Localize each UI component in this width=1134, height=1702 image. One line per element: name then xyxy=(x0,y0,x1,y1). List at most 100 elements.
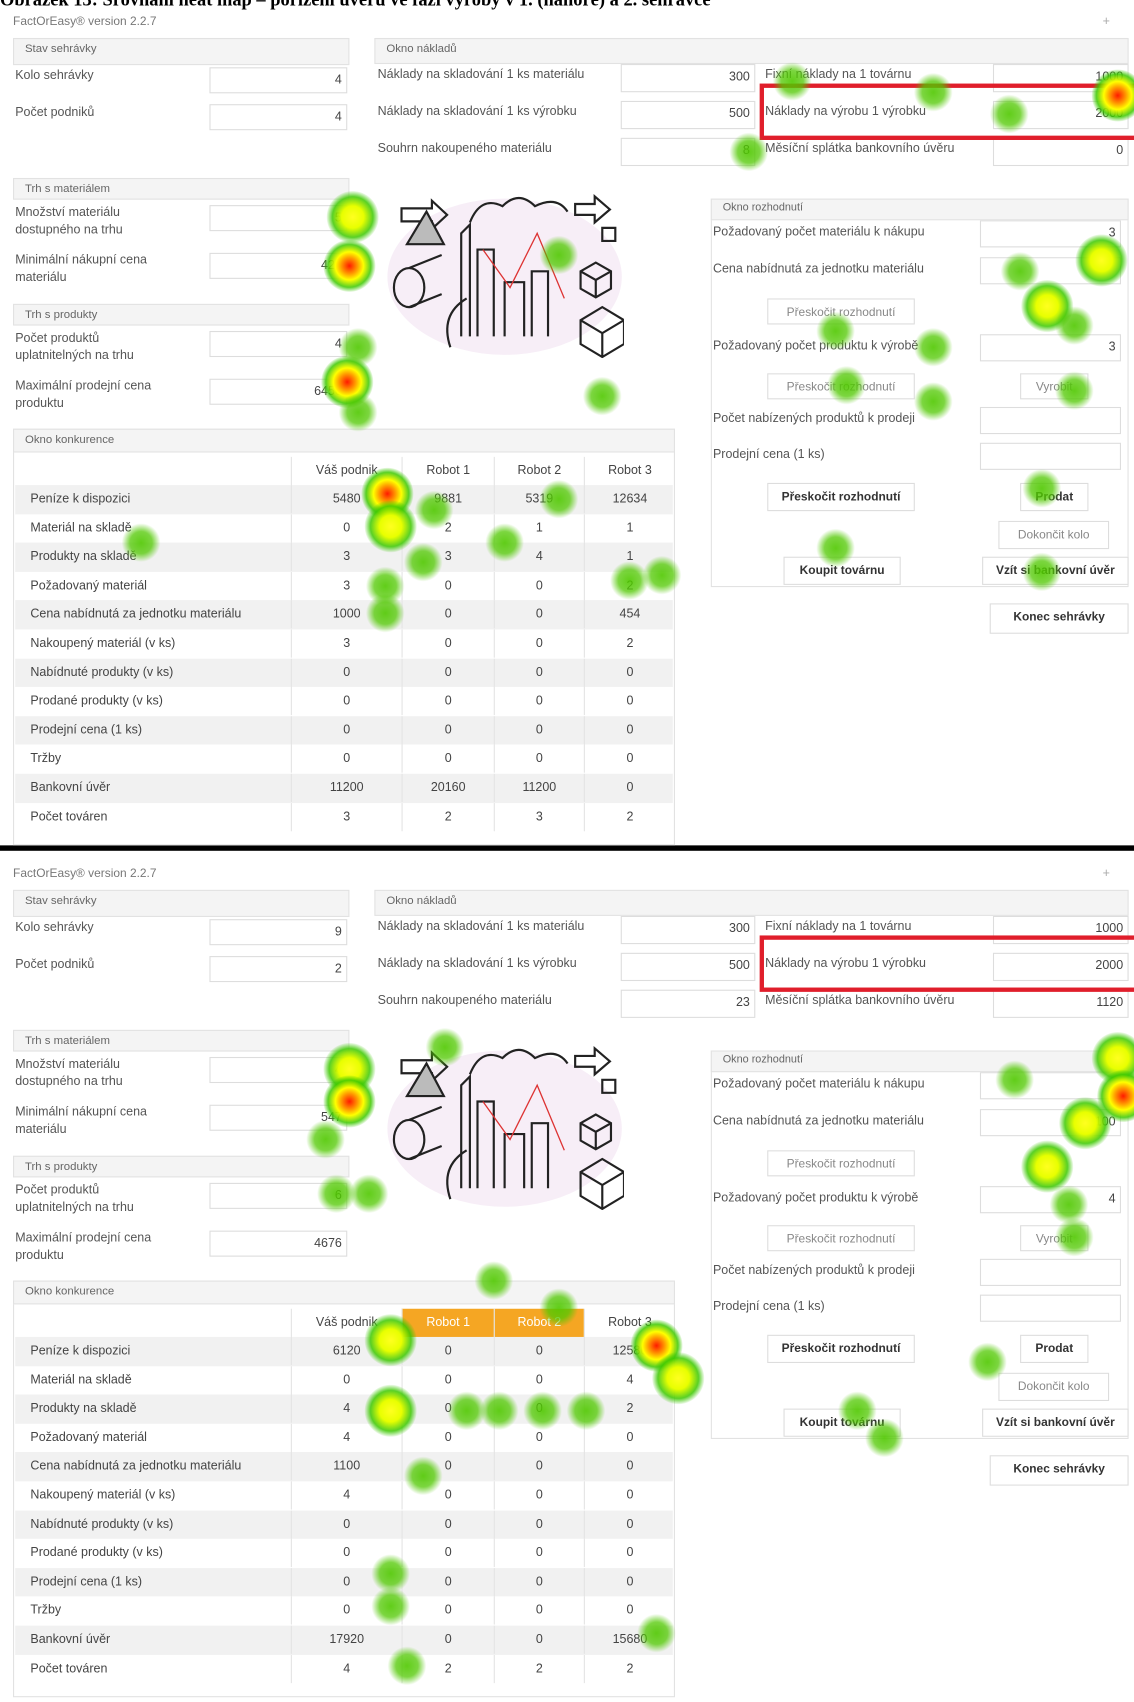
section-header: Okno rozhodnutí xyxy=(710,198,1129,221)
row-label: Peníze k dispozici xyxy=(30,1344,131,1358)
table-cell: 0 xyxy=(493,1481,584,1510)
table-cell: 20160 xyxy=(401,773,494,802)
version: FactOrEasy® version 2.2.7 xyxy=(13,867,157,881)
row-label: Materiál na skladě xyxy=(30,1373,132,1387)
section-header: Stav sehrávky xyxy=(13,37,350,66)
button[interactable]: Vzít si bankovní úvěr xyxy=(982,1408,1129,1437)
red-highlight xyxy=(759,83,1134,140)
field-value: 6 xyxy=(209,1182,348,1209)
row-label: Nabídnuté produkty (v ks) xyxy=(30,1517,174,1531)
field-label: Měsíční splátka bankovního úvěru xyxy=(765,142,955,156)
table-cell: 4 xyxy=(290,1423,402,1452)
table-cell: 0 xyxy=(401,1365,494,1395)
row-label: Počet továren xyxy=(30,1662,108,1676)
input-field[interactable] xyxy=(979,1258,1122,1286)
table-cell: 15680 xyxy=(583,1625,675,1654)
field-label: Prodejní cena (1 ks) xyxy=(712,1300,825,1314)
input-field[interactable]: 1100 xyxy=(979,1109,1122,1137)
button[interactable]: Dokončit kolo xyxy=(998,1372,1110,1401)
button[interactable]: Přeskočit rozhodnutí xyxy=(767,373,915,400)
button[interactable]: Koupit továrnu xyxy=(783,1408,901,1437)
button[interactable]: Přeskočit rozhodnutí xyxy=(767,298,915,325)
illustration xyxy=(387,194,624,359)
table-cell: 0 xyxy=(493,1336,584,1366)
table-cell: 0 xyxy=(401,571,494,600)
field-value: 4 xyxy=(209,1056,348,1084)
table-cell: 0 xyxy=(493,629,584,658)
button[interactable]: Vyrobit xyxy=(1020,1225,1089,1252)
table-cell: 2 xyxy=(401,513,494,543)
section-header: Okno nákladů xyxy=(374,889,1129,916)
field-label: Kolo sehrávky xyxy=(15,921,94,935)
row-label: Tržby xyxy=(30,752,62,766)
field-label: Počet produktů uplatnitelných na trhu xyxy=(15,1183,134,1215)
table-row xyxy=(15,773,673,803)
field-value: 9 xyxy=(209,919,348,946)
row-label: Nakoupený materiál (v ks) xyxy=(30,637,176,651)
separator xyxy=(0,845,1134,851)
field-value: 500 xyxy=(620,100,756,130)
field-label: Minimální nákupní cena materiálu xyxy=(15,1105,148,1137)
table-cell: 2 xyxy=(583,1654,675,1683)
input-field[interactable] xyxy=(979,1294,1122,1322)
table-cell: 0 xyxy=(290,716,402,745)
button[interactable]: Prodat xyxy=(1020,482,1089,512)
field-label: Náklady na skladování 1 ks výrobku xyxy=(377,957,577,971)
table-cell: 0 xyxy=(401,687,494,716)
table-cell: 454 xyxy=(583,600,675,629)
button[interactable]: Přeskočit rozhodnutí xyxy=(767,1150,915,1177)
table-cell: 0 xyxy=(290,744,402,774)
table-cell: 0 xyxy=(290,1539,402,1568)
section-header: Trh s produkty xyxy=(13,303,350,326)
input-field[interactable]: 3 xyxy=(979,220,1122,248)
table-cell: 4 xyxy=(583,1365,675,1395)
button[interactable]: Prodat xyxy=(1020,1334,1089,1364)
table-cell: 0 xyxy=(583,716,675,745)
button[interactable]: Koupit továrnu xyxy=(783,556,901,585)
input-field[interactable] xyxy=(979,442,1122,470)
button[interactable]: Konec sehrávky xyxy=(989,1455,1129,1486)
input-field[interactable]: 3 xyxy=(979,334,1122,362)
table-cell: 3 xyxy=(290,571,402,600)
table-cell: 1000 xyxy=(290,600,402,629)
input-field[interactable]: 4 xyxy=(979,1186,1122,1214)
table-cell: 0 xyxy=(401,600,494,629)
button[interactable]: Dokončit kolo xyxy=(998,520,1110,550)
input-field[interactable] xyxy=(979,257,1122,285)
field-label: Počet podniků xyxy=(15,958,95,972)
section-header: Trh s materiálem xyxy=(13,1029,350,1052)
input-field[interactable] xyxy=(979,406,1122,435)
section-header: Stav sehrávky xyxy=(13,889,350,917)
table-cell: 1 xyxy=(583,513,675,543)
caption: Obrázek 13: Srovnání heat map – pořízení… xyxy=(0,0,1134,11)
table-cell: 0 xyxy=(583,1423,675,1452)
table-cell: 0 xyxy=(401,744,494,774)
input-field[interactable] xyxy=(979,1072,1122,1100)
table-cell: 0 xyxy=(401,1452,494,1481)
button[interactable]: Konec sehrávky xyxy=(989,603,1129,634)
column-header: Váš podnik xyxy=(290,1308,402,1337)
button[interactable]: Přeskočit rozhodnutí xyxy=(767,1334,915,1364)
field-label: Požadovaný počet produktu k výrobě xyxy=(712,1191,919,1205)
heatmap-blob xyxy=(582,376,622,416)
row-label: Požadovaný materiál xyxy=(30,1431,147,1445)
table-cell: 0 xyxy=(583,1452,675,1481)
field-label: Maximální prodejní cena produktu xyxy=(15,379,152,411)
button[interactable]: Vyrobit xyxy=(1020,373,1089,400)
field-label: Počet nabízených produktů k prodeji xyxy=(712,412,915,426)
field-label: Prodejní cena (1 ks) xyxy=(712,448,825,462)
table-cell: 11200 xyxy=(290,773,402,802)
field-label: Souhrn nakoupeného materiálu xyxy=(377,142,552,156)
table-cell: 0 xyxy=(493,1394,584,1423)
table-cell: 0 xyxy=(493,716,584,745)
button[interactable]: Přeskočit rozhodnutí xyxy=(767,1225,915,1252)
field-label: Náklady na výrobu 1 výrobku xyxy=(765,105,927,119)
button[interactable]: Přeskočit rozhodnutí xyxy=(767,482,915,512)
field-value: 8 xyxy=(620,137,756,167)
field-value: 4 xyxy=(209,330,348,358)
button[interactable]: Vzít si bankovní úvěr xyxy=(982,556,1129,585)
table-cell: 0 xyxy=(401,1539,494,1568)
row-label: Nakoupený materiál (v ks) xyxy=(30,1488,176,1502)
table-cell: 6120 xyxy=(290,1336,402,1366)
table-row xyxy=(15,1394,673,1424)
